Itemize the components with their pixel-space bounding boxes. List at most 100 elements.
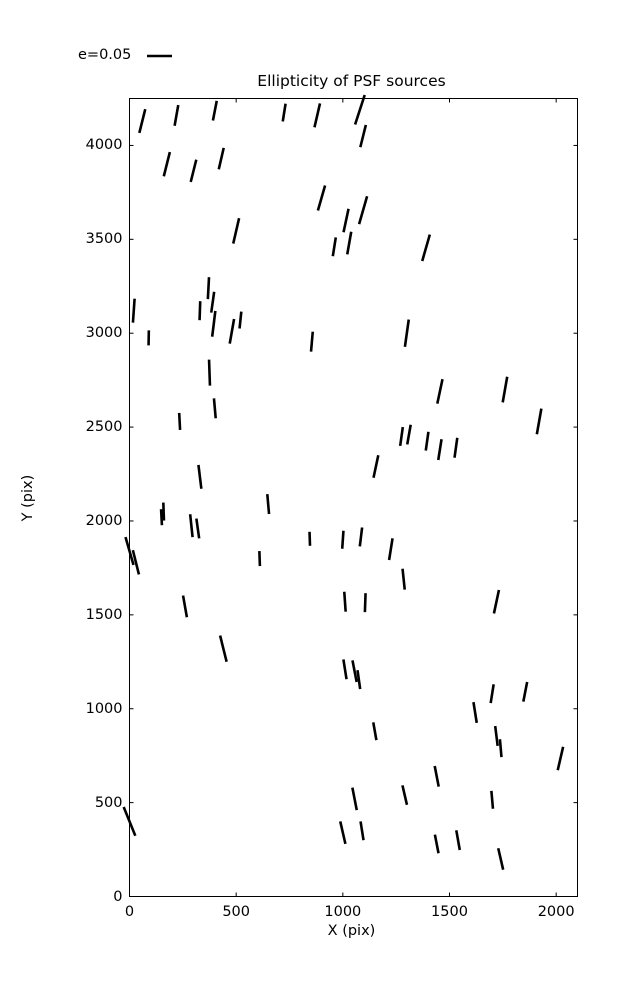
axes-border: [129, 98, 578, 897]
psf-whisker: [372, 454, 380, 479]
psf-whisker: [472, 701, 479, 724]
psf-whisker: [198, 301, 202, 321]
psf-whisker: [498, 739, 503, 758]
psf-whisker: [345, 231, 353, 255]
y-tick-label: 500: [94, 794, 123, 811]
x-tick-label: 500: [222, 903, 250, 920]
psf-whisker: [489, 684, 495, 704]
psf-whisker: [433, 765, 440, 787]
psf-whisker: [281, 103, 287, 122]
psf-whisker: [159, 509, 164, 526]
psf-whisker: [371, 722, 378, 741]
psf-whisker: [212, 398, 217, 419]
psf-whisker: [342, 591, 347, 612]
x-tick-label: 1000: [324, 903, 362, 920]
psf-whisker: [162, 502, 166, 521]
psf-whisker: [258, 550, 262, 567]
y-tick-label: 2500: [85, 419, 123, 436]
psf-whisker: [401, 785, 409, 806]
psf-whisker: [501, 376, 509, 403]
psf-whisker: [387, 538, 394, 561]
y-tick-marks: [129, 144, 578, 897]
psf-whisker: [351, 660, 358, 683]
y-tick-label: 2000: [85, 512, 123, 529]
psf-whisker: [122, 806, 137, 837]
psf-whisker: [433, 834, 440, 854]
psf-whisker: [197, 464, 203, 489]
chart-title: Ellipticity of PSF sources: [257, 72, 446, 90]
psf-whisker: [131, 298, 136, 323]
psf-whisker: [189, 159, 198, 183]
psf-whisker: [490, 790, 495, 809]
psf-whisker: [522, 681, 529, 702]
psf-whisker: [188, 514, 194, 538]
y-tick-label: 0: [113, 888, 123, 905]
psf-whisker: [351, 787, 359, 811]
psf-whisker: [420, 234, 432, 262]
x-tick-marks: [129, 98, 557, 897]
psf-whisker: [358, 527, 364, 547]
psf-whisker: [453, 437, 459, 458]
psf-whisker: [401, 568, 407, 590]
x-tick-label: 0: [124, 903, 135, 920]
psf-whisker: [492, 589, 501, 614]
y-tick-label: 4000: [85, 137, 123, 154]
psf-whisker: [556, 746, 565, 771]
psf-whisker: [206, 277, 211, 300]
psf-whisker: [177, 412, 182, 431]
psf-whisker: [231, 217, 241, 244]
axes-frame: [129, 98, 578, 897]
psf-whisker: [436, 439, 443, 461]
y-tick-label: 1500: [85, 606, 123, 623]
legend-label: e=0.05: [78, 47, 132, 63]
psf-whisker: [309, 331, 315, 352]
psf-whisker: [356, 670, 362, 690]
psf-whisker: [266, 493, 271, 515]
y-tick-label: 1000: [85, 700, 123, 717]
psf-whisker: [209, 291, 216, 313]
whisker-series: [122, 94, 565, 870]
psf-whisker: [238, 311, 243, 329]
psf-whisker: [398, 426, 405, 447]
psf-whisker: [340, 530, 345, 549]
psf-whisker: [493, 725, 499, 747]
x-tick-label: 1500: [431, 903, 468, 920]
psf-whisker: [207, 359, 212, 386]
y-axis-label: Y (pix): [20, 474, 36, 522]
psf-whisker: [357, 195, 369, 225]
psf-whisker: [342, 208, 350, 233]
psf-whisker: [535, 408, 543, 435]
x-tick-label: 2000: [537, 903, 575, 920]
psf-whisker: [342, 659, 348, 680]
psf-whisker: [363, 593, 367, 613]
psf-whisker: [455, 830, 462, 851]
psf-whisker: [353, 94, 366, 125]
psf-whisker: [405, 424, 412, 445]
psf-whisker: [211, 100, 219, 121]
psf-whisker: [162, 151, 172, 177]
y-tick-label: 3000: [85, 325, 123, 342]
x-axis-label: X (pix): [327, 923, 376, 939]
y-tick-label: 3500: [85, 231, 123, 248]
psf-whisker: [173, 104, 180, 126]
psf-whisker: [359, 821, 365, 841]
psf-whisker: [338, 821, 347, 845]
psf-whisker: [359, 124, 368, 148]
psf-whisker: [496, 847, 505, 870]
psf-whisker: [181, 595, 189, 618]
psf-whisker: [195, 518, 201, 539]
psf-whisker: [131, 549, 141, 575]
psf-whisker: [210, 310, 217, 337]
psf-whisker: [217, 147, 225, 170]
psf-whisker: [228, 318, 236, 344]
psf-whisker: [218, 635, 228, 663]
psf-whisker: [138, 108, 147, 134]
psf-whisker: [316, 185, 327, 211]
psf-whisker: [313, 103, 322, 128]
psf-whisker: [124, 536, 135, 566]
psf-whisker: [331, 237, 338, 257]
psf-whisker: [403, 319, 411, 348]
psf-whisker: [436, 378, 444, 404]
